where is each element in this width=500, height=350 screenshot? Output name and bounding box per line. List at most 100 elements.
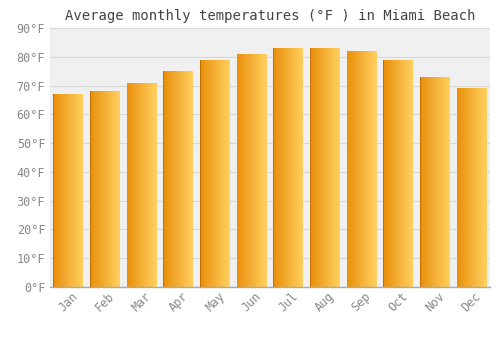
Bar [374,51,375,287]
Bar [375,51,376,287]
Bar [188,71,189,287]
Bar [284,48,286,287]
Bar [212,60,213,287]
Bar [435,77,436,287]
Bar [294,48,295,287]
Bar [468,89,469,287]
Bar [57,94,58,287]
Bar [463,89,464,287]
Bar [237,54,238,287]
Bar [135,83,136,287]
Bar [101,91,102,287]
Bar [390,60,391,287]
Bar [484,89,485,287]
Bar [90,91,91,287]
Bar [275,48,276,287]
Bar [402,60,403,287]
Bar [316,48,317,287]
Bar [442,77,443,287]
Bar [126,83,127,287]
Bar [215,60,216,287]
Bar [293,48,294,287]
Bar [470,89,471,287]
Bar [245,54,246,287]
Bar [100,91,101,287]
Bar [467,89,468,287]
Bar [353,51,354,287]
Bar [420,77,421,287]
Bar [274,48,275,287]
Bar [461,89,462,287]
Bar [130,83,131,287]
Bar [128,83,129,287]
Bar [205,60,206,287]
Bar [430,77,431,287]
Bar [58,94,59,287]
Bar [240,54,241,287]
Bar [369,51,370,287]
Bar [138,83,140,287]
Bar [182,71,183,287]
Bar [347,51,348,287]
Bar [315,48,316,287]
Bar [108,91,109,287]
Bar [292,48,293,287]
Bar [171,71,172,287]
Title: Average monthly temperatures (°F ) in Miami Beach: Average monthly temperatures (°F ) in Mi… [65,9,475,23]
Bar [92,91,93,287]
Bar [439,77,440,287]
Bar [346,51,347,287]
Bar [433,77,434,287]
Bar [445,77,446,287]
Bar [351,51,352,287]
Bar [126,83,127,287]
Bar [106,91,107,287]
Bar [248,54,250,287]
Bar [83,94,84,287]
Bar [449,77,450,287]
Bar [152,83,153,287]
Bar [227,60,228,287]
Bar [357,51,358,287]
Bar [67,94,68,287]
Bar [252,54,253,287]
Bar [302,48,303,287]
Bar [247,54,248,287]
Bar [256,54,257,287]
Bar [320,48,321,287]
Bar [236,54,237,287]
Bar [424,77,425,287]
Bar [79,94,80,287]
Bar [438,77,439,287]
Bar [360,51,361,287]
Bar [477,89,478,287]
Bar [134,83,135,287]
Bar [56,94,57,287]
Bar [222,60,223,287]
Bar [184,71,185,287]
Bar [337,48,338,287]
Bar [295,48,296,287]
Bar [60,94,61,287]
Bar [330,48,331,287]
Bar [144,83,146,287]
Bar [407,60,408,287]
Bar [297,48,298,287]
Bar [177,71,178,287]
Bar [283,48,284,287]
Bar [238,54,239,287]
Bar [258,54,259,287]
Bar [129,83,130,287]
Bar [223,60,224,287]
Bar [278,48,280,287]
Bar [209,60,210,287]
Bar [404,60,405,287]
Bar [243,54,244,287]
Bar [346,51,347,287]
Bar [98,91,99,287]
Bar [313,48,314,287]
Bar [62,94,63,287]
Bar [386,60,387,287]
Bar [259,54,260,287]
Bar [214,60,215,287]
